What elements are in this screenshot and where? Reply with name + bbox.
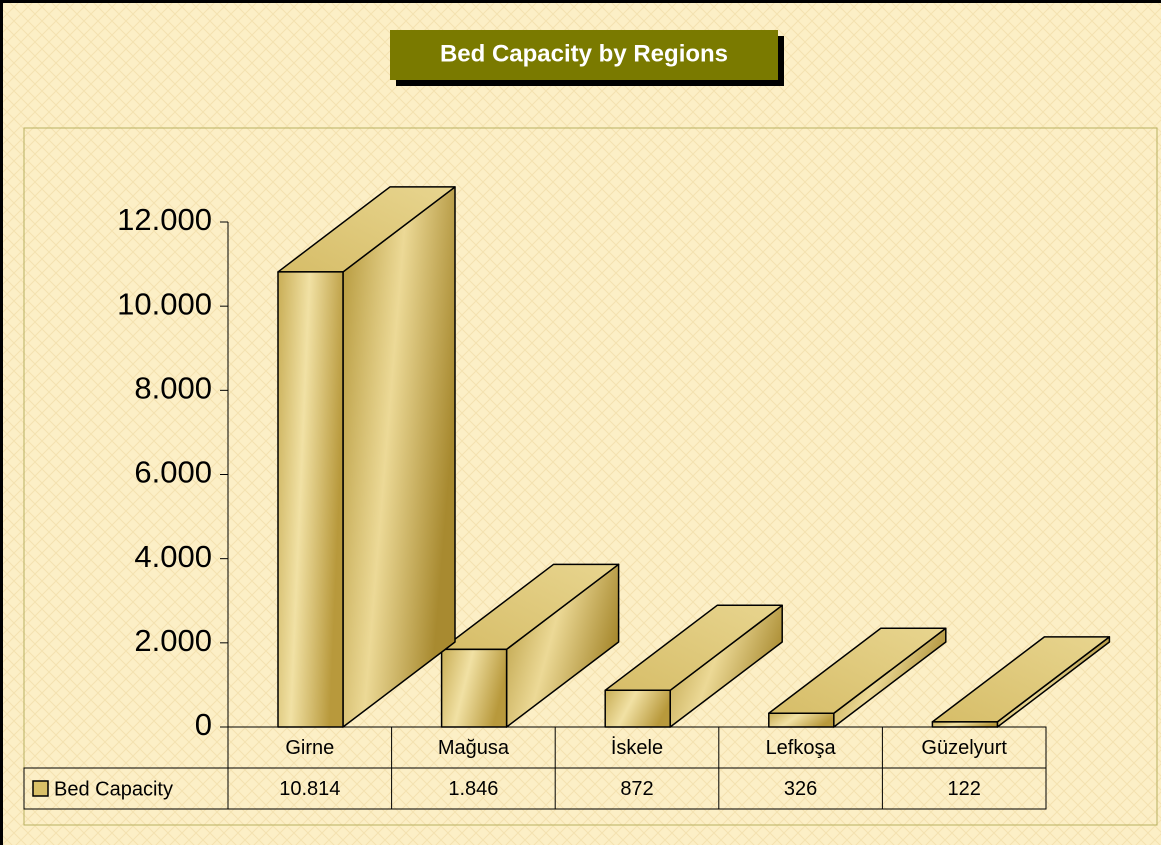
y-tick-label: 6.000 [134,455,212,490]
data-label: 122 [948,778,981,800]
bar-side [342,186,456,728]
title-box [390,30,778,80]
x-tick-label: Güzelyurt [921,737,1007,759]
bar [440,648,508,728]
y-tick-label: 0 [195,707,212,742]
plot-border [23,127,1158,826]
legend-swatch [32,780,49,797]
legend-label: Bed Capacity [54,778,173,800]
chart-title: Bed Capacity by Regions [440,40,728,67]
bar [931,721,999,728]
bar [768,712,835,728]
data-table-grid [23,726,1047,810]
x-tick-label: İskele [611,736,663,759]
data-label: 326 [784,778,817,800]
data-label: 10.814 [279,778,340,800]
y-tick-label: 10.000 [117,286,212,321]
y-tick-label: 8.000 [134,371,212,406]
bar [277,271,344,728]
y-tick-label: 4.000 [134,539,212,574]
y-tick-label: 12.000 [117,202,212,237]
data-label: 872 [620,778,653,800]
bar [604,689,671,728]
data-label: 1.846 [448,778,498,800]
x-tick-label: Girne [285,737,334,759]
y-tick-label: 2.000 [134,623,212,658]
x-tick-label: Mağusa [438,737,510,759]
x-tick-label: Lefkoşa [766,737,837,759]
